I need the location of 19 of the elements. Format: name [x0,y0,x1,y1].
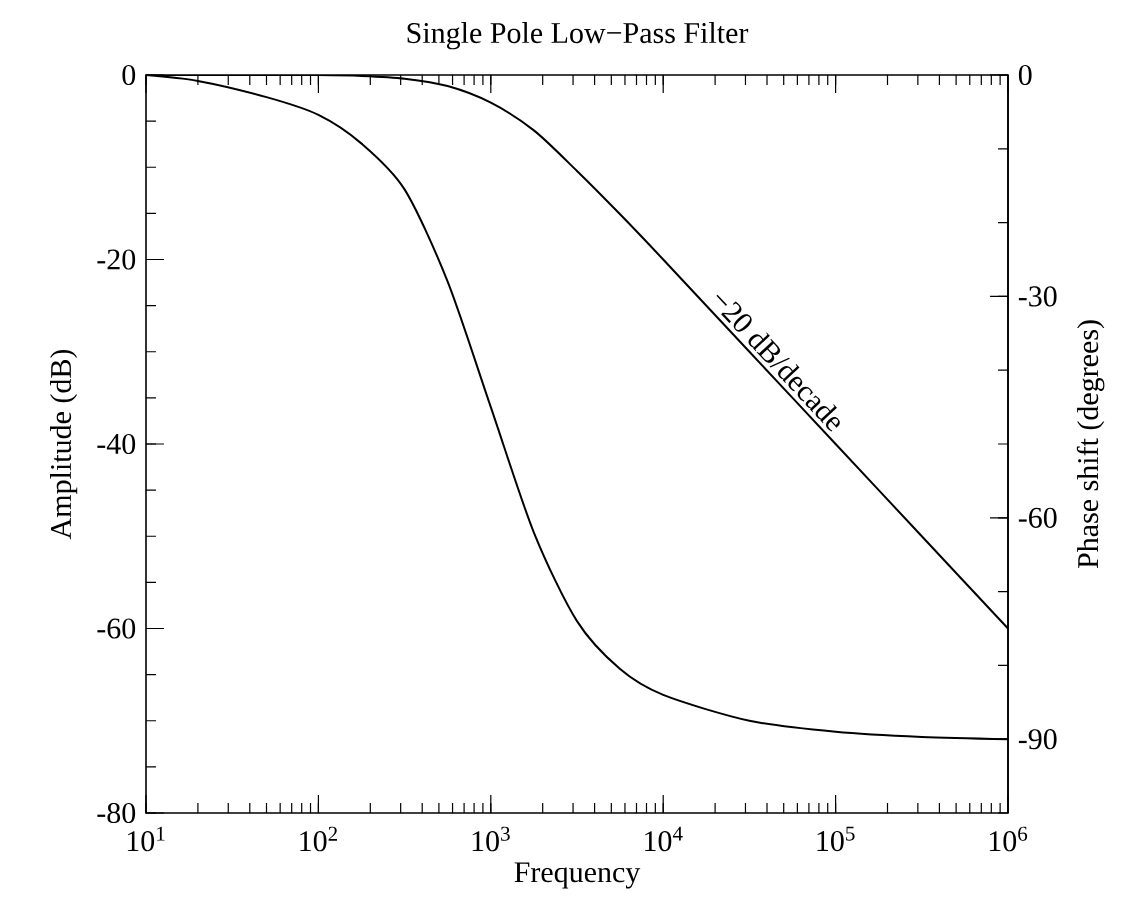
y-tick-label: 0 [122,64,136,86]
y-tick-label: -20 [97,249,136,270]
y2-tick-label: -90 [1018,729,1057,750]
y2-tick-label: -60 [1018,507,1057,528]
x-tick-label: 10$^{1}$ [127,826,165,852]
x-axis-title: Frequency [514,862,641,889]
x-tick-label: 10$^{2}$ [300,826,337,852]
y-axis-title: Amplitude (dB) [50,349,78,540]
x-tick-label: 10$^{3}$ [472,826,510,852]
y-tick-label: -40 [97,433,136,455]
y-tick-label: -80 [97,802,136,824]
y2-tick-label: -30 [1018,286,1057,307]
y2-tick-label: 0 [1018,64,1032,86]
y2-axis-title: Phase shift (degrees) [1076,320,1105,569]
x-tick-label: 10$^{6}$ [989,826,1028,852]
chart-title: Single Pole Low−Pass Filter [407,22,749,50]
x-tick-label: 10$^{4}$ [645,826,683,852]
x-tick-label: 10$^{5}$ [817,826,855,852]
y-tick-label: -60 [97,618,136,639]
